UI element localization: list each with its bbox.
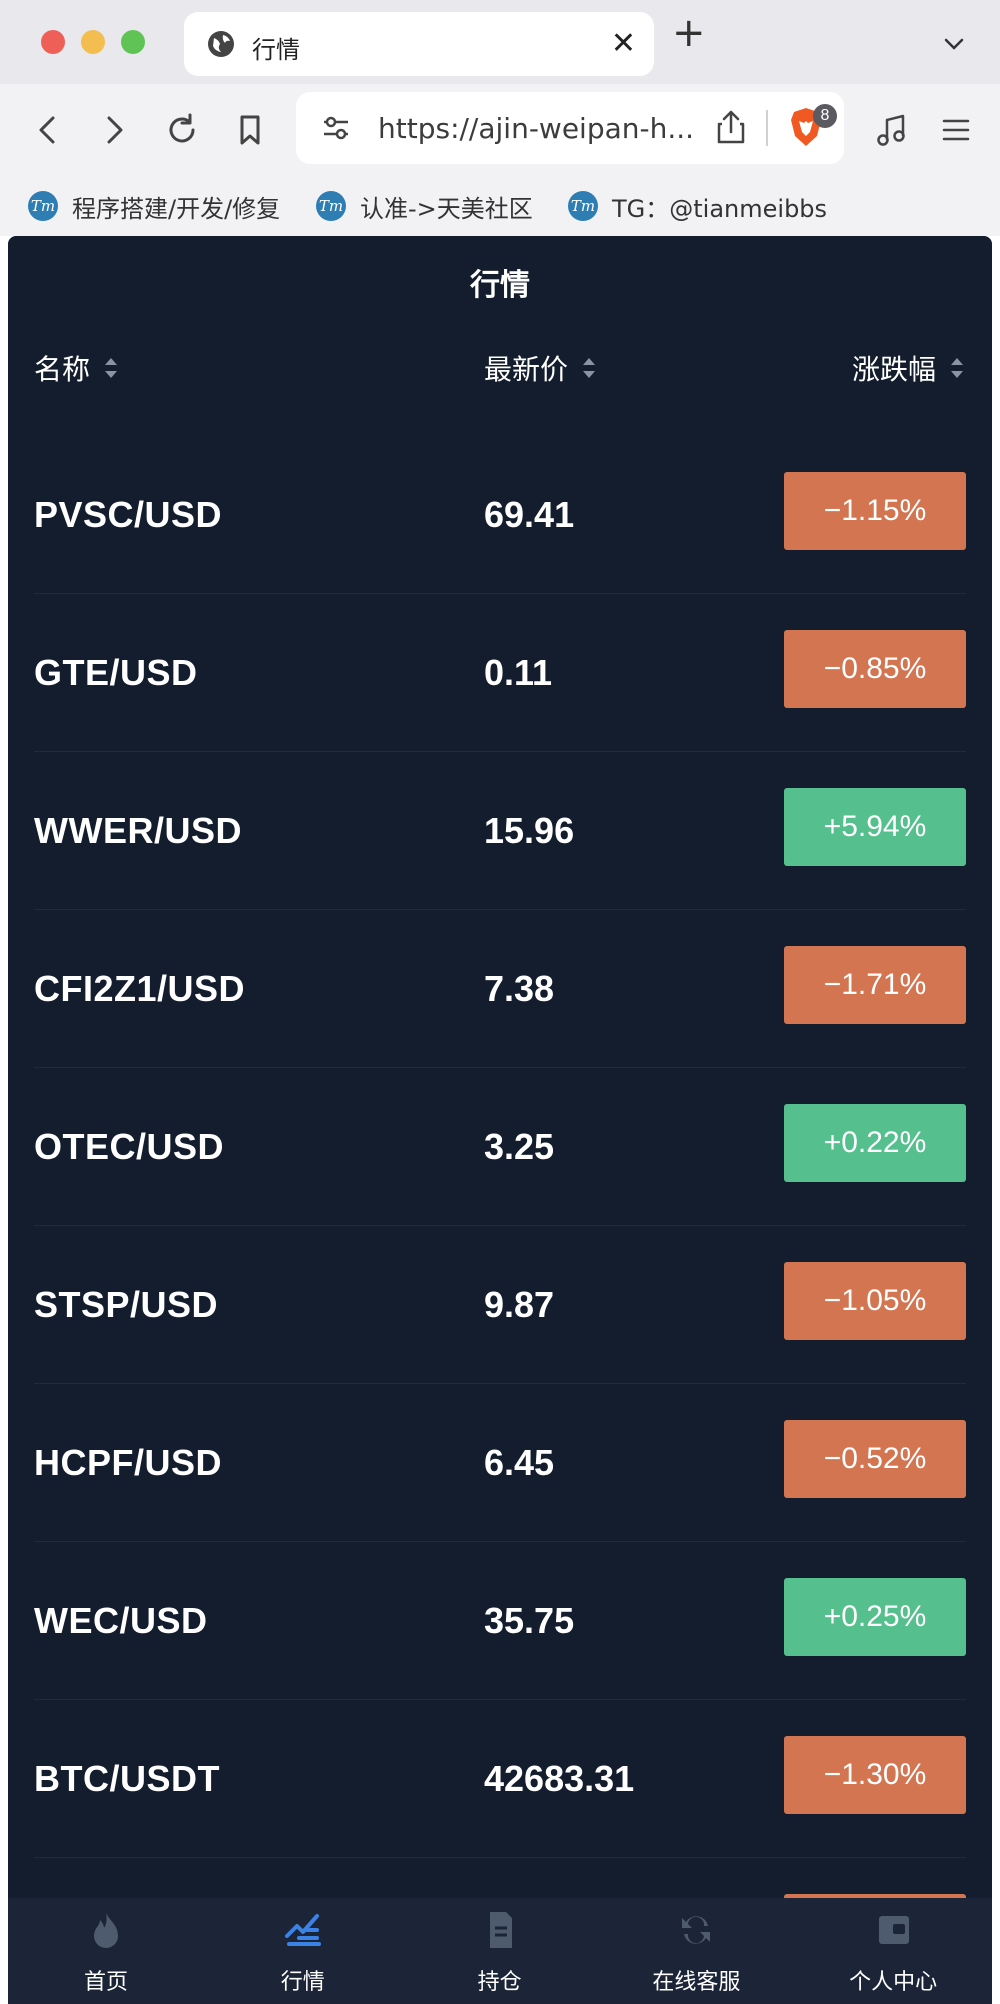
table-row[interactable]: BTC/USDT 42683.31 −1.30% bbox=[34, 1700, 966, 1858]
forward-icon[interactable] bbox=[94, 110, 134, 150]
column-header-name[interactable]: 名称 bbox=[34, 348, 120, 388]
sort-icon bbox=[951, 358, 963, 378]
tab-title: 行情 bbox=[252, 36, 300, 64]
tab-label: 个人中心 bbox=[849, 1970, 938, 1995]
bookmark-label: TG：@tianmeibbs bbox=[612, 194, 828, 223]
close-tab-icon[interactable]: ✕ bbox=[610, 26, 636, 61]
reload-icon[interactable] bbox=[162, 110, 202, 150]
symbol-label: HCPF/USD bbox=[34, 1442, 223, 1483]
price-value: 42683.31 bbox=[484, 1758, 635, 1799]
bookmarks-bar: Tm 程序搭建/开发/修复 Tm 认准->天美社区 Tm TG：@tianmei… bbox=[0, 180, 1000, 236]
table-row[interactable]: HCPF/USD 6.45 −0.52% bbox=[34, 1384, 966, 1542]
price-value: 35.75 bbox=[484, 1600, 575, 1641]
change-badge: −0.52% bbox=[784, 1420, 966, 1498]
close-window-button[interactable] bbox=[41, 30, 65, 54]
change-badge: +5.94% bbox=[784, 788, 966, 866]
column-header-price[interactable]: 最新价 bbox=[484, 348, 598, 388]
address-bar[interactable]: https://ajin-weipan-h... bbox=[296, 92, 844, 164]
hamburger-menu-icon[interactable] bbox=[936, 110, 976, 150]
tab-label: 在线客服 bbox=[652, 1970, 741, 1995]
sort-icon bbox=[583, 358, 596, 378]
change-badge: +0.25% bbox=[784, 1578, 966, 1656]
column-label: 最新价 bbox=[484, 353, 569, 386]
document-icon bbox=[489, 1912, 512, 1948]
new-tab-button[interactable]: + bbox=[672, 10, 706, 56]
minimize-window-button[interactable] bbox=[81, 30, 105, 54]
price-value: 15.96 bbox=[484, 810, 575, 851]
wallet-icon bbox=[879, 1916, 910, 1944]
globe-icon bbox=[208, 31, 234, 57]
bookmark-label: 认准->天美社区 bbox=[360, 194, 533, 223]
site-settings-icon[interactable] bbox=[318, 110, 354, 146]
shields-count-badge: 8 bbox=[813, 104, 837, 128]
change-badge: −1.30% bbox=[784, 1736, 966, 1814]
bottom-tab-bar: 首页 行情 持仓 在线客服 个人中心 bbox=[8, 1898, 992, 2004]
tab-label: 行情 bbox=[280, 1970, 325, 1995]
bookmark-item[interactable]: Tm TG：@tianmeibbs bbox=[568, 186, 827, 226]
tianmei-logo-icon: Tm bbox=[568, 191, 598, 221]
column-label: 涨跌幅 bbox=[851, 353, 936, 386]
table-row[interactable]: GTE/USD 0.11 −0.85% bbox=[34, 594, 966, 752]
back-icon[interactable] bbox=[28, 110, 68, 150]
change-badge: −1.05% bbox=[784, 1262, 966, 1340]
browser-toolbar: https://ajin-weipan-h... 8 bbox=[0, 84, 1000, 180]
price-value: 6.45 bbox=[484, 1442, 555, 1483]
symbol-label: STSP/USD bbox=[34, 1284, 219, 1325]
bookmark-item[interactable]: Tm 认准->天美社区 bbox=[316, 186, 533, 226]
price-value: 3.25 bbox=[484, 1126, 555, 1167]
urlbar-divider bbox=[766, 110, 768, 146]
table-row[interactable]: WEC/USD 35.75 +0.25% bbox=[34, 1542, 966, 1700]
share-icon[interactable] bbox=[714, 108, 748, 146]
tab-1[interactable]: 首页 bbox=[8, 1898, 204, 2004]
music-icon[interactable] bbox=[872, 110, 912, 150]
sort-icon bbox=[105, 358, 118, 378]
table-row[interactable]: PVSC/USD 69.41 −1.15% bbox=[34, 436, 966, 594]
refresh-icon bbox=[682, 1916, 711, 1944]
url-text[interactable]: https://ajin-weipan-h... bbox=[378, 112, 695, 145]
flame-icon bbox=[94, 1912, 118, 1948]
column-label: 名称 bbox=[34, 353, 91, 386]
tab-2[interactable]: 行情 bbox=[205, 1898, 401, 2004]
chevron-down-icon[interactable] bbox=[942, 32, 966, 56]
change-badge: −1.15% bbox=[784, 472, 966, 550]
bookmark-label: 程序搭建/开发/修复 bbox=[72, 194, 281, 223]
tab-label: 首页 bbox=[83, 1970, 128, 1995]
browser-tab-strip: 行情 ✕ + bbox=[0, 0, 1000, 84]
symbol-label: WWER/USD bbox=[34, 810, 242, 851]
tab-label: 持仓 bbox=[477, 1970, 522, 1995]
price-value: 69.41 bbox=[484, 494, 575, 535]
symbol-label: BTC/USDT bbox=[34, 1758, 220, 1799]
tab-4[interactable]: 在线客服 bbox=[598, 1898, 794, 2004]
tab-3[interactable]: 持仓 bbox=[402, 1898, 598, 2004]
symbol-label: WEC/USD bbox=[34, 1600, 208, 1641]
table-row[interactable]: STSP/USD 9.87 −1.05% bbox=[34, 1226, 966, 1384]
table-row[interactable]: OTEC/USD 3.25 +0.22% bbox=[34, 1068, 966, 1226]
zoom-window-button[interactable] bbox=[121, 30, 145, 54]
symbol-label: CFI2Z1/USD bbox=[34, 968, 246, 1009]
price-value: 0.11 bbox=[484, 652, 553, 693]
price-value: 9.87 bbox=[484, 1284, 555, 1325]
column-header-change[interactable]: 涨跌幅 bbox=[852, 348, 966, 388]
market-page: 行情 名称 最新价 涨跌幅 PVSC/USD 69.41 −1.15% GTE/USD… bbox=[8, 236, 992, 2004]
table-row[interactable]: WWER/USD 15.96 +5.94% bbox=[34, 752, 966, 910]
table-row[interactable]: CFI2Z1/USD 7.38 −1.71% bbox=[34, 910, 966, 1068]
page-title: 行情 bbox=[470, 268, 530, 303]
symbol-label: GTE/USD bbox=[34, 652, 198, 693]
change-badge: −0.85% bbox=[784, 630, 966, 708]
browser-tab[interactable]: 行情 ✕ bbox=[184, 12, 654, 76]
price-value: 7.38 bbox=[484, 968, 555, 1009]
tianmei-logo-icon: Tm bbox=[316, 191, 346, 221]
symbol-label: OTEC/USD bbox=[34, 1126, 225, 1167]
symbol-label: PVSC/USD bbox=[34, 494, 223, 535]
bookmark-item[interactable]: Tm 程序搭建/开发/修复 bbox=[28, 186, 280, 226]
market-icon bbox=[284, 1914, 321, 1946]
change-badge: +0.22% bbox=[784, 1104, 966, 1182]
tianmei-logo-icon: Tm bbox=[28, 191, 58, 221]
change-badge: −1.71% bbox=[784, 946, 966, 1024]
bookmark-icon[interactable] bbox=[230, 110, 270, 150]
tab-5[interactable]: 个人中心 bbox=[795, 1898, 991, 2004]
